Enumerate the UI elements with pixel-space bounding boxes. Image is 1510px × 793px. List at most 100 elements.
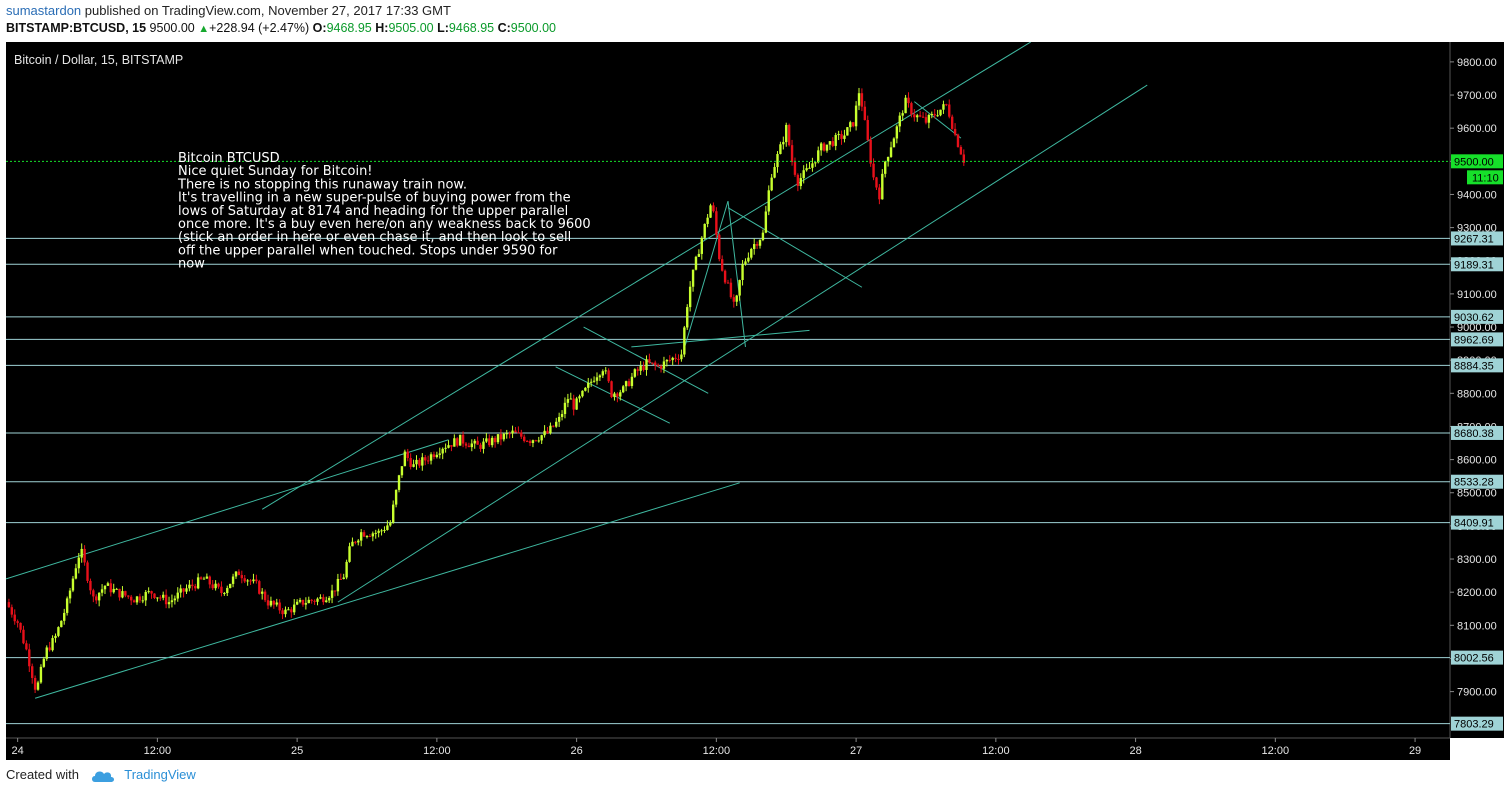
candle-body-1[interactable]	[10, 607, 14, 615]
candle-body-40[interactable]	[124, 591, 127, 596]
candle-body-64[interactable]	[194, 586, 197, 589]
candle-body-194[interactable]	[572, 398, 575, 410]
candle-body-261[interactable]	[767, 190, 770, 212]
candle-body-245[interactable]	[720, 259, 724, 271]
candle-body-20[interactable]	[65, 598, 69, 613]
candle-body-313[interactable]	[918, 115, 922, 117]
candle-body-101[interactable]	[301, 599, 305, 605]
candle-body-11[interactable]	[39, 666, 43, 683]
candle-body-169[interactable]	[499, 434, 503, 440]
candle-body-38[interactable]	[118, 588, 121, 598]
trendline-10[interactable]	[914, 101, 962, 139]
candle-body-180[interactable]	[531, 440, 535, 444]
candle-body-320[interactable]	[939, 109, 942, 116]
candle-body-47[interactable]	[144, 592, 147, 601]
candle-body-241[interactable]	[709, 205, 712, 218]
trendline-3[interactable]	[337, 84, 1148, 603]
candle-body-225[interactable]	[662, 361, 666, 369]
candle-body-319[interactable]	[936, 115, 939, 117]
candle-body-91[interactable]	[272, 600, 276, 605]
candle-body-125[interactable]	[371, 533, 375, 537]
candle-body-192[interactable]	[566, 399, 570, 403]
candle-body-188[interactable]	[555, 421, 558, 427]
candle-body-238[interactable]	[700, 237, 703, 254]
candle-body-270[interactable]	[793, 162, 797, 175]
candle-body-211[interactable]	[621, 386, 625, 393]
candle-body-207[interactable]	[610, 381, 613, 398]
candle-body-283[interactable]	[831, 141, 835, 146]
trendline-5[interactable]	[727, 207, 863, 288]
candle-body-236[interactable]	[694, 256, 698, 270]
candle-body-46[interactable]	[141, 600, 145, 602]
candle-body-170[interactable]	[502, 433, 506, 440]
candle-body-276[interactable]	[811, 163, 814, 168]
candle-body-215[interactable]	[633, 369, 637, 377]
candle-body-237[interactable]	[697, 253, 701, 257]
candle-body-217[interactable]	[639, 365, 642, 371]
candle-body-85[interactable]	[255, 579, 258, 582]
candle-body-317[interactable]	[930, 113, 933, 116]
candle-body-89[interactable]	[266, 600, 270, 606]
candle-body-172[interactable]	[508, 433, 511, 435]
candle-body-298[interactable]	[875, 177, 878, 188]
candle-body-295[interactable]	[866, 120, 869, 140]
candle-body-60[interactable]	[182, 588, 185, 592]
candle-body-190[interactable]	[560, 414, 564, 417]
candle-body-221[interactable]	[651, 362, 654, 364]
candle-body-166[interactable]	[490, 437, 494, 446]
candle-body-175[interactable]	[517, 432, 520, 434]
candle-body-314[interactable]	[921, 116, 925, 118]
candle-body-41[interactable]	[127, 595, 130, 597]
candle-body-36[interactable]	[112, 588, 115, 593]
candle-body-96[interactable]	[287, 609, 290, 611]
candle-body-143[interactable]	[424, 457, 427, 461]
candle-body-164[interactable]	[485, 438, 488, 442]
candle-body-8[interactable]	[31, 666, 34, 678]
author-link[interactable]: sumastardon	[6, 3, 82, 18]
candle-body-70[interactable]	[211, 584, 214, 589]
candle-body-255[interactable]	[750, 248, 753, 258]
candle-body-120[interactable]	[357, 540, 360, 543]
candle-body-324[interactable]	[950, 116, 954, 129]
candle-body-181[interactable]	[534, 440, 538, 442]
candle-body-204[interactable]	[601, 371, 605, 376]
candle-body-118[interactable]	[351, 541, 354, 547]
candle-body-53[interactable]	[162, 594, 165, 598]
candle-body-328[interactable]	[962, 154, 966, 163]
candle-body-246[interactable]	[723, 270, 727, 283]
candle-body-4[interactable]	[19, 622, 22, 630]
candle-body-113[interactable]	[336, 578, 340, 592]
candle-body-208[interactable]	[613, 393, 616, 398]
candle-body-109[interactable]	[325, 600, 328, 603]
candle-body-306[interactable]	[898, 115, 901, 127]
candle-body-269[interactable]	[790, 145, 794, 163]
candle-body-57[interactable]	[173, 598, 177, 601]
candle-body-202[interactable]	[595, 377, 599, 381]
candle-body-124[interactable]	[368, 536, 372, 538]
candle-body-292[interactable]	[857, 93, 861, 106]
candle-body-135[interactable]	[400, 466, 404, 476]
candle-body-186[interactable]	[549, 425, 552, 434]
candle-body-160[interactable]	[473, 440, 476, 444]
candle-body-16[interactable]	[54, 635, 57, 639]
candle-body-240[interactable]	[706, 217, 709, 224]
candle-body-254[interactable]	[747, 257, 750, 262]
candle-body-69[interactable]	[208, 576, 211, 585]
candle-body-220[interactable]	[648, 359, 651, 363]
candle-body-296[interactable]	[869, 139, 872, 164]
candle-body-219[interactable]	[645, 359, 648, 370]
candle-body-315[interactable]	[924, 117, 928, 123]
candle-body-79[interactable]	[237, 571, 241, 576]
candle-body-274[interactable]	[805, 168, 808, 171]
candle-body-242[interactable]	[712, 205, 715, 212]
candle-body-326[interactable]	[956, 134, 960, 147]
candle-body-23[interactable]	[74, 568, 78, 579]
candle-body-165[interactable]	[488, 438, 491, 446]
candle-body-104[interactable]	[310, 599, 313, 601]
candle-body-214[interactable]	[630, 376, 634, 387]
candle-body-182[interactable]	[537, 440, 540, 442]
candle-body-87[interactable]	[260, 591, 264, 594]
candle-body-262[interactable]	[770, 177, 773, 191]
candle-body-13[interactable]	[45, 647, 48, 659]
candle-body-249[interactable]	[732, 297, 736, 302]
